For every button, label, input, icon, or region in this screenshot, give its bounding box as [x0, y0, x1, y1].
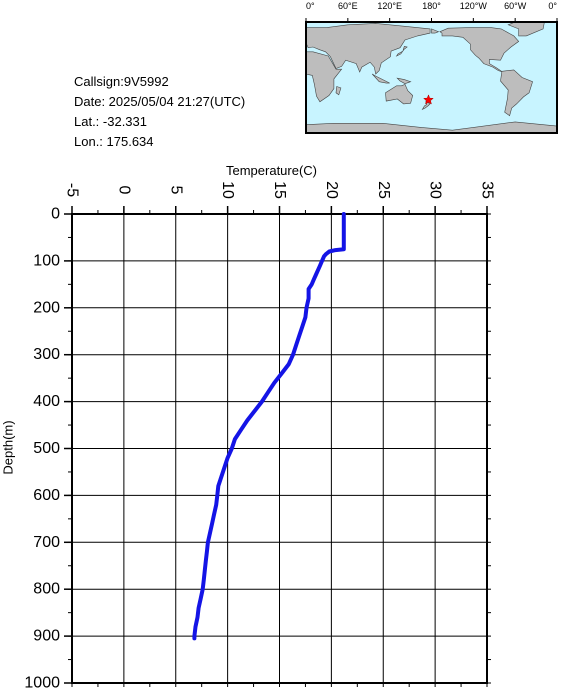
australia-land — [385, 84, 414, 105]
x-axis-label: Temperature(C) — [226, 163, 317, 178]
new-zealand-land — [421, 100, 431, 111]
x-tick-label: 10 — [219, 181, 236, 199]
map-lon-label: 0° — [548, 1, 557, 11]
latitude-label: Lat.: -32.331 — [74, 114, 147, 129]
madagascar-land — [335, 86, 342, 96]
y-tick-label: 1000 — [24, 675, 60, 690]
y-tick-label: 100 — [33, 252, 60, 269]
station-info: Callsign:9V5992 Date: 2025/05/04 21:27(U… — [74, 72, 245, 152]
y-tick-label: 800 — [33, 581, 60, 598]
chart-grid — [71, 213, 488, 684]
x-tick-label: 0 — [115, 186, 132, 195]
y-tick-label: 200 — [33, 299, 60, 316]
y-tick-label: 400 — [33, 393, 60, 410]
major-ticks — [64, 206, 488, 684]
x-tick-label: 35 — [479, 181, 496, 199]
longitude-label: Lon.: 175.634 — [74, 134, 154, 149]
x-tick-label: -5 — [64, 183, 81, 197]
y-tick-label: 600 — [33, 487, 60, 504]
map-lon-label: 120°E — [377, 1, 402, 11]
x-tick-label: 25 — [375, 181, 392, 199]
new-guinea-land — [396, 77, 412, 85]
africa-land — [305, 51, 343, 103]
callsign-label: Callsign:9V5992 — [74, 74, 169, 89]
eurasia-land — [305, 23, 431, 75]
map-lon-label: 180° — [422, 1, 441, 11]
japan-land — [395, 45, 408, 57]
y-tick-label: 700 — [33, 534, 60, 551]
station-marker-star-icon — [423, 94, 434, 105]
plot-frame — [71, 213, 488, 684]
north-america-land — [439, 27, 520, 73]
chukotka-land — [431, 28, 440, 34]
map-land — [305, 21, 558, 134]
x-tick-label: 5 — [167, 186, 184, 195]
map-lon-label: 60°E — [338, 1, 358, 11]
date-label: Date: 2025/05/04 21:27(UTC) — [74, 94, 246, 109]
map-lon-label: 0° — [306, 1, 315, 11]
y-tick-label: 300 — [33, 346, 60, 363]
y-tick-label: 0 — [51, 206, 60, 223]
y-axis-label: Depth(m) — [1, 420, 16, 474]
map-lon-label: 120°W — [460, 1, 488, 11]
temperature-profile-line — [192, 212, 346, 641]
indonesia-land — [371, 73, 390, 84]
y-tick-label: 900 — [33, 628, 60, 645]
x-tick-label: 15 — [271, 181, 288, 199]
map-lon-label: 60°W — [504, 1, 527, 11]
x-tick-label: 20 — [323, 181, 340, 199]
south-america-land — [500, 69, 533, 117]
y-tick-label: 500 — [33, 440, 60, 457]
x-tick-label: 30 — [427, 181, 444, 199]
